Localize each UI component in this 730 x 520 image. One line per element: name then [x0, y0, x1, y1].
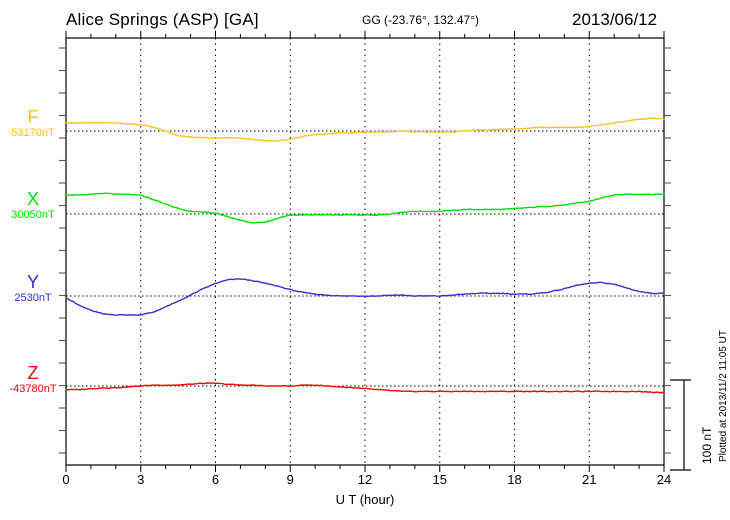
- x-axis-title: U T (hour): [335, 492, 395, 507]
- x-tick-label: 18: [507, 472, 522, 487]
- component-label-x: X 30050nT: [0, 190, 66, 222]
- trace-f: [65, 117, 665, 142]
- component-letter: F: [27, 107, 39, 127]
- x-tick-label: 15: [432, 472, 447, 487]
- component-baseline-value: 2530nT: [14, 292, 52, 304]
- component-letter: X: [26, 189, 39, 209]
- scale-bar-label: 100 nT: [700, 426, 714, 464]
- page-title: Alice Springs (ASP) [GA]: [66, 10, 259, 29]
- component-baseline-value: -43780nT: [9, 383, 57, 395]
- component-label-y: Y 2530nT: [0, 273, 66, 305]
- x-tick-label: 0: [62, 472, 70, 487]
- x-tick-label: 9: [286, 472, 294, 487]
- trace-z: [65, 382, 665, 394]
- x-tick-label: 24: [656, 472, 672, 487]
- component-baseline-value: 30050nT: [11, 209, 55, 221]
- trace-y: [65, 278, 665, 316]
- plot-frame: [65, 37, 665, 466]
- component-letter: Y: [26, 272, 39, 292]
- component-baseline-value: 53170nT: [11, 127, 55, 139]
- x-tick-label: 21: [582, 472, 597, 487]
- component-label-f: F 53170nT: [0, 108, 66, 140]
- trace-x: [65, 192, 665, 224]
- x-tick-label: 12: [357, 472, 373, 487]
- x-tick-label: 3: [137, 472, 145, 487]
- component-letter: Z: [27, 363, 39, 383]
- geographic-coordinates: GG (-23.76°, 132.47°): [362, 13, 479, 27]
- plotted-at-timestamp: Plotted at 2013/11/2 11:05 UT: [718, 330, 729, 462]
- component-label-z: Z -43780nT: [0, 364, 66, 396]
- x-tick-label: 6: [211, 472, 220, 487]
- observation-date: 2013/06/12: [572, 10, 658, 29]
